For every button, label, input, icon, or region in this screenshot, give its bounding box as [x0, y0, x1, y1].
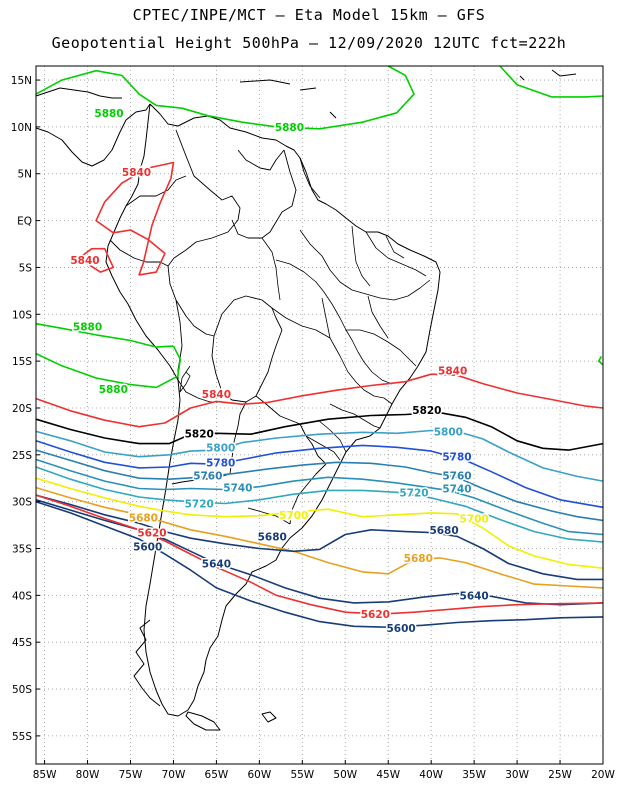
contour-5880-line — [597, 356, 604, 366]
contour-5760-line — [35, 449, 604, 522]
contour-5740-line — [35, 458, 604, 536]
lat-tick-label: 40S — [12, 590, 32, 602]
contour-label-5840: 5840 — [438, 365, 467, 377]
lon-tick-label: 40W — [419, 769, 443, 781]
contour-label-5620: 5620 — [361, 609, 390, 621]
contour-label-5760: 5760 — [442, 470, 471, 482]
contour-5880-line — [35, 65, 415, 130]
tierra-del-fuego — [185, 711, 221, 731]
contour-labels: 5880 5880 5880 5880 5840 5840 5840 5840 5820 5820… — [69, 106, 490, 636]
contour-label-5780: 5780 — [442, 452, 471, 464]
lon-tick-label: 50W — [333, 769, 357, 781]
contour-5820-line — [35, 411, 604, 451]
lon-tick-label: 45W — [376, 769, 400, 781]
lon-tick-label: 25W — [548, 769, 572, 781]
lat-tick-label: 55S — [12, 731, 32, 743]
lat-tick-label: 45S — [12, 637, 32, 649]
contour-label-5720: 5720 — [399, 487, 428, 499]
lon-tick-label: 85W — [33, 769, 57, 781]
map-frame — [35, 65, 604, 765]
longitude-labels: 85W 80W 75W 70W 65W 60W 55W 50W 45W 40W 35W 30W 25W 2… — [33, 760, 615, 781]
lat-tick-label: 25S — [12, 450, 32, 462]
contour-5880-line — [35, 322, 174, 348]
lat-tick-label: 10N — [11, 122, 32, 134]
contour-label-5800: 5800 — [206, 442, 235, 454]
contour-label-5640: 5640 — [202, 559, 231, 571]
lat-tick-label: 15N — [11, 75, 32, 87]
south-america-coast — [105, 103, 441, 717]
lat-tick-label: 5S — [19, 262, 33, 274]
falkland-islands — [261, 711, 277, 723]
contour-5880-line — [35, 345, 182, 389]
lon-tick-label: 30W — [505, 769, 529, 781]
inland-water — [179, 365, 191, 393]
contour-5680-line — [35, 486, 604, 589]
lat-tick-label: 10S — [12, 309, 32, 321]
contour-label-5680: 5680 — [258, 531, 287, 543]
lat-tick-label: 35S — [12, 544, 32, 556]
lon-tick-label: 60W — [247, 769, 271, 781]
contour-label-5880: 5880 — [99, 384, 128, 396]
contour-label-5840: 5840 — [122, 167, 151, 179]
contour-label-5680: 5680 — [404, 553, 433, 565]
lon-tick-label: 20W — [591, 769, 615, 781]
contour-label-5740: 5740 — [223, 483, 252, 495]
latitude-labels: 15N 10N 5N EQ 5S 10S 15S 20S 25S 30S 35S 40S 45S 50S 5… — [11, 75, 40, 743]
lat-tick-label: 30S — [12, 497, 32, 509]
contour-5800-line — [35, 429, 604, 482]
contour-5640-line — [35, 499, 604, 606]
contour-label-5700: 5700 — [279, 510, 308, 522]
lat-tick-label: 5N — [17, 169, 32, 181]
lat-tick-label: EQ — [17, 216, 32, 228]
contour-label-5840: 5840 — [202, 389, 231, 401]
lon-tick-label: 70W — [162, 769, 186, 781]
contour-label-5780: 5780 — [206, 457, 235, 469]
lon-tick-label: 75W — [119, 769, 143, 781]
coastline-and-borders — [35, 69, 577, 731]
contour-label-5620: 5620 — [137, 528, 166, 540]
contour-label-5800: 5800 — [434, 426, 463, 438]
contour-5880-line — [499, 65, 604, 98]
contour-5840-line — [35, 373, 604, 428]
contour-label-5600: 5600 — [386, 623, 415, 635]
contour-label-5740: 5740 — [442, 484, 471, 496]
lon-tick-label: 65W — [205, 769, 229, 781]
contour-label-5840: 5840 — [70, 255, 99, 267]
map-title-line1: CPTEC/INPE/MCT – Eta Model 15km – GFS — [132, 6, 486, 24]
contour-5700-line — [35, 477, 604, 569]
contour-5780-line — [35, 440, 604, 509]
contour-5620-line — [35, 494, 604, 615]
contour-label-5880: 5880 — [73, 321, 102, 333]
lon-tick-label: 80W — [76, 769, 100, 781]
lon-tick-label: 35W — [462, 769, 486, 781]
geopotential-contours — [35, 65, 604, 628]
contour-label-5820: 5820 — [412, 405, 441, 417]
contour-label-5680: 5680 — [429, 525, 458, 537]
country-borders — [109, 129, 327, 525]
map-title-line2: Geopotential Height 500hPa – 12/09/2020 … — [51, 34, 567, 52]
lat-tick-label: 20S — [12, 403, 32, 415]
contour-label-5760: 5760 — [193, 470, 222, 482]
contour-label-5820: 5820 — [185, 428, 214, 440]
lat-tick-label: 15S — [12, 356, 32, 368]
contour-label-5600: 5600 — [133, 542, 162, 554]
contour-label-5880: 5880 — [94, 108, 123, 120]
contour-label-5880: 5880 — [275, 122, 304, 134]
contour-5720-line — [35, 466, 604, 543]
lat-tick-label: 50S — [12, 684, 32, 696]
brazil-state-borders — [261, 225, 431, 461]
contour-label-5700: 5700 — [460, 514, 489, 526]
contour-label-5680: 5680 — [129, 513, 158, 525]
contour-5600-line — [35, 500, 604, 628]
contour-5680-line — [35, 494, 603, 581]
contour-5840-line — [95, 161, 175, 276]
contour-label-5640: 5640 — [460, 590, 489, 602]
contour-5840-line — [78, 247, 115, 273]
central-america-coast — [35, 87, 151, 167]
chile-fjords — [133, 619, 161, 707]
contour-label-5720: 5720 — [185, 499, 214, 511]
caribbean-islands — [239, 69, 577, 119]
lon-tick-label: 55W — [290, 769, 314, 781]
